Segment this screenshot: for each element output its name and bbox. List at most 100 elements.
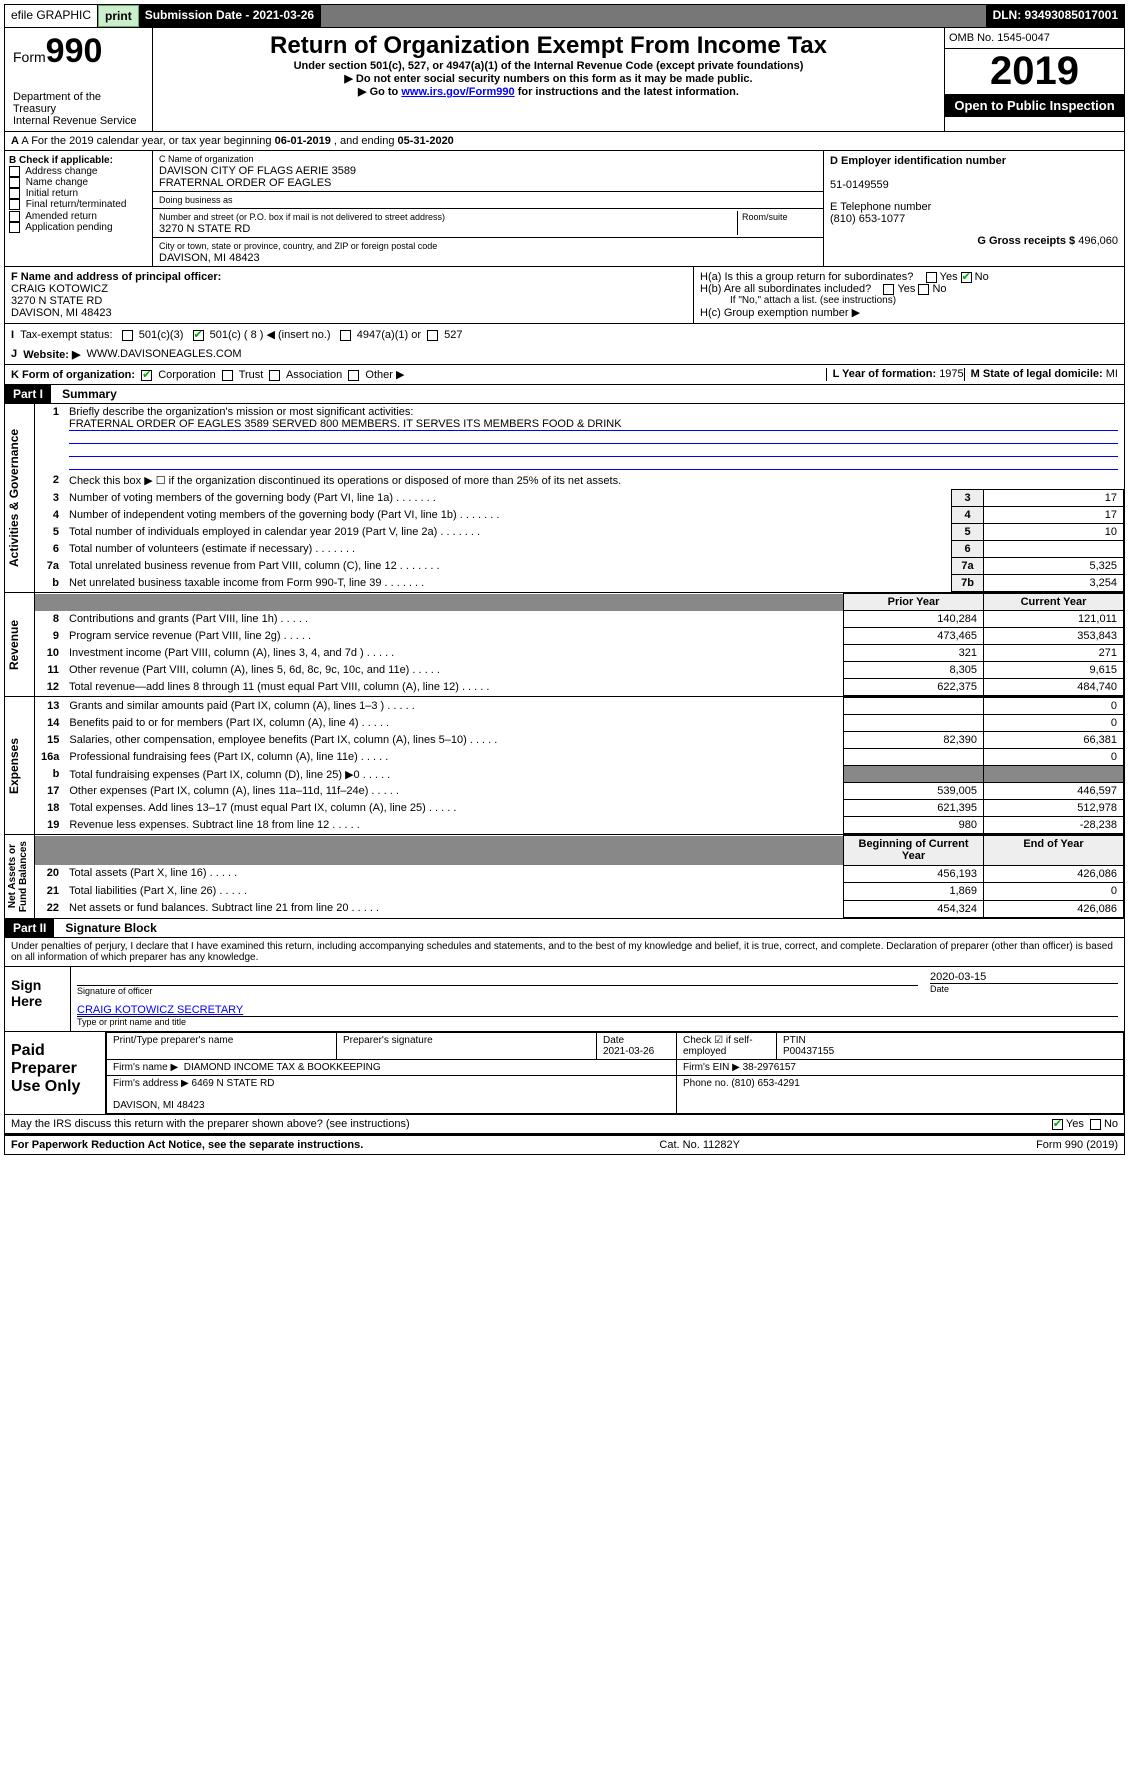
chk-other[interactable] [348, 370, 359, 381]
firm-ein-cell: Firm's EIN ▶ 38-2976157 [677, 1060, 1124, 1076]
tax-year: 2019 [945, 49, 1124, 94]
addr-label: Number and street (or P.O. box if mail i… [159, 212, 445, 222]
vtab-revenue: Revenue [5, 593, 35, 696]
b-check-item: Final return/terminated [9, 199, 148, 210]
hb-label: H(b) Are all subordinates included? [700, 283, 871, 295]
phone-value: (810) 653-1077 [830, 213, 905, 225]
chk-501c3[interactable] [122, 330, 133, 341]
print-button[interactable]: print [98, 5, 139, 27]
m-label: M State of legal domicile: [971, 368, 1103, 380]
b-check-item: Name change [9, 177, 148, 188]
table-row: 7aTotal unrelated business revenue from … [35, 558, 1124, 575]
header-center: Return of Organization Exempt From Incom… [153, 28, 944, 131]
table-row: 9Program service revenue (Part VIII, lin… [35, 628, 1124, 645]
table-row: bTotal fundraising expenses (Part IX, co… [35, 766, 1124, 783]
ha-no-checkbox[interactable] [961, 272, 972, 283]
begin-year-hdr: Beginning of Current Year [844, 836, 984, 866]
summary-expenses: Expenses 13Grants and similar amounts pa… [4, 697, 1125, 835]
chk-trust[interactable] [222, 370, 233, 381]
prep-sig-cell: Preparer's signature [337, 1033, 597, 1060]
chk-527[interactable] [427, 330, 438, 341]
revenue-table: Prior YearCurrent Year 8Contributions an… [35, 593, 1124, 696]
room-label: Room/suite [742, 212, 788, 222]
gross-label: G Gross receipts $ [977, 235, 1075, 247]
part2-tag: Part II [5, 919, 54, 937]
b-checkbox[interactable] [9, 222, 20, 233]
end-year-hdr: End of Year [984, 836, 1124, 866]
table-row: 12Total revenue—add lines 8 through 11 (… [35, 679, 1124, 696]
paid-preparer-label: Paid Preparer Use Only [5, 1032, 105, 1114]
part1-header: Part I Summary [4, 385, 1125, 404]
chk-4947[interactable] [340, 330, 351, 341]
ptin-cell: PTINP00437155 [777, 1033, 1124, 1060]
open-to-public: Open to Public Inspection [945, 94, 1124, 117]
table-row: 5Total number of individuals employed in… [35, 524, 1124, 541]
identity-block: B Check if applicable: Address change Na… [4, 151, 1125, 267]
sign-here-label: Sign Here [5, 967, 70, 1031]
chk-501c[interactable] [193, 330, 204, 341]
name-title-label: Type or print name and title [77, 1016, 1118, 1027]
prep-name-cell: Print/Type preparer's name [107, 1033, 337, 1060]
row-klm: K Form of organization: Corporation Trus… [4, 365, 1125, 385]
current-year-hdr: Current Year [984, 594, 1124, 611]
officer-addr: 3270 N STATE RD DAVISON, MI 48423 [11, 295, 112, 319]
perjury-statement: Under penalties of perjury, I declare th… [4, 938, 1125, 967]
paid-preparer-table: Print/Type preparer's name Preparer's si… [106, 1032, 1124, 1114]
summary-netassets: Net Assets or Fund Balances Beginning of… [4, 835, 1125, 919]
self-emp-cell: Check ☑ if self-employed [677, 1033, 777, 1060]
table-row: 3Number of voting members of the governi… [35, 490, 1124, 507]
table-row: 22Net assets or fund balances. Subtract … [35, 900, 1124, 917]
f-label: F Name and address of principal officer: [11, 271, 221, 283]
netassets-table: Beginning of Current YearEnd of Year 20T… [35, 835, 1124, 918]
ha-label: H(a) Is this a group return for subordin… [700, 271, 913, 283]
hb-yes-checkbox[interactable] [883, 284, 894, 295]
form-title: Return of Organization Exempt From Incom… [161, 32, 936, 60]
b-check-item: Address change [9, 166, 148, 177]
summary-revenue: Revenue Prior YearCurrent Year 8Contribu… [4, 593, 1125, 697]
tax-exempt-row: I Tax-exempt status: 501(c)(3) 501(c) ( … [5, 324, 1124, 345]
table-row: 21Total liabilities (Part X, line 26) . … [35, 883, 1124, 900]
chk-assoc[interactable] [269, 370, 280, 381]
firm-phone-cell: Phone no. (810) 653-4291 [677, 1076, 1124, 1114]
table-row: 8Contributions and grants (Part VIII, li… [35, 611, 1124, 628]
table-row: 17Other expenses (Part IX, column (A), l… [35, 783, 1124, 800]
table-row: 4Number of independent voting members of… [35, 507, 1124, 524]
org-name: DAVISON CITY OF FLAGS AERIE 3589 FRATERN… [159, 165, 356, 189]
vtab-expenses: Expenses [5, 697, 35, 834]
dba-label: Doing business as [159, 195, 233, 205]
website-label: Website: ▶ [23, 348, 80, 361]
hb-no-checkbox[interactable] [918, 284, 929, 295]
dln-label: DLN: 93493085017001 [987, 5, 1124, 27]
table-row: 15Salaries, other compensation, employee… [35, 732, 1124, 749]
table-row: 18Total expenses. Add lines 13–17 (must … [35, 800, 1124, 817]
part1-title: Summary [54, 385, 125, 403]
discuss-label: May the IRS discuss this return with the… [11, 1118, 410, 1130]
expenses-table: 13Grants and similar amounts paid (Part … [35, 697, 1124, 834]
top-bar: efile GRAPHIC print Submission Date - 20… [4, 4, 1125, 28]
ha-yes-checkbox[interactable] [926, 272, 937, 283]
row-j: J Website: ▶ WWW.DAVISONEAGLES.COM [4, 345, 1125, 365]
gross-value: 496,060 [1078, 235, 1118, 247]
b-checkbox[interactable] [9, 199, 20, 210]
b-checkbox[interactable] [9, 211, 20, 222]
chk-corp[interactable] [141, 370, 152, 381]
street-address: 3270 N STATE RD [159, 223, 250, 235]
table-row: 16aProfessional fundraising fees (Part I… [35, 749, 1124, 766]
irs-link[interactable]: www.irs.gov/Form990 [401, 86, 514, 98]
sig-officer-label: Signature of officer [77, 985, 918, 996]
prior-year-hdr: Prior Year [844, 594, 984, 611]
ein-label: D Employer identification number [830, 155, 1006, 167]
omb-number: OMB No. 1545-0047 [945, 28, 1124, 49]
form-number-block: Form990 Department of the Treasury Inter… [5, 28, 153, 131]
b-checkbox[interactable] [9, 188, 20, 199]
row-a-tax-year: A A For the 2019 calendar year, or tax y… [4, 132, 1125, 151]
city-state-zip: DAVISON, MI 48423 [159, 252, 260, 264]
discuss-no-checkbox[interactable] [1090, 1119, 1101, 1130]
b-checkbox[interactable] [9, 166, 20, 177]
discuss-yes-checkbox[interactable] [1052, 1119, 1063, 1130]
table-row: 13Grants and similar amounts paid (Part … [35, 698, 1124, 715]
subtitle-3: ▶ Go to www.irs.gov/Form990 for instruct… [161, 85, 936, 98]
b-checkbox[interactable] [9, 177, 20, 188]
mission-text: FRATERNAL ORDER OF EAGLES 3589 SERVED 80… [69, 418, 1118, 431]
form-footer: Form 990 (2019) [1036, 1139, 1118, 1151]
